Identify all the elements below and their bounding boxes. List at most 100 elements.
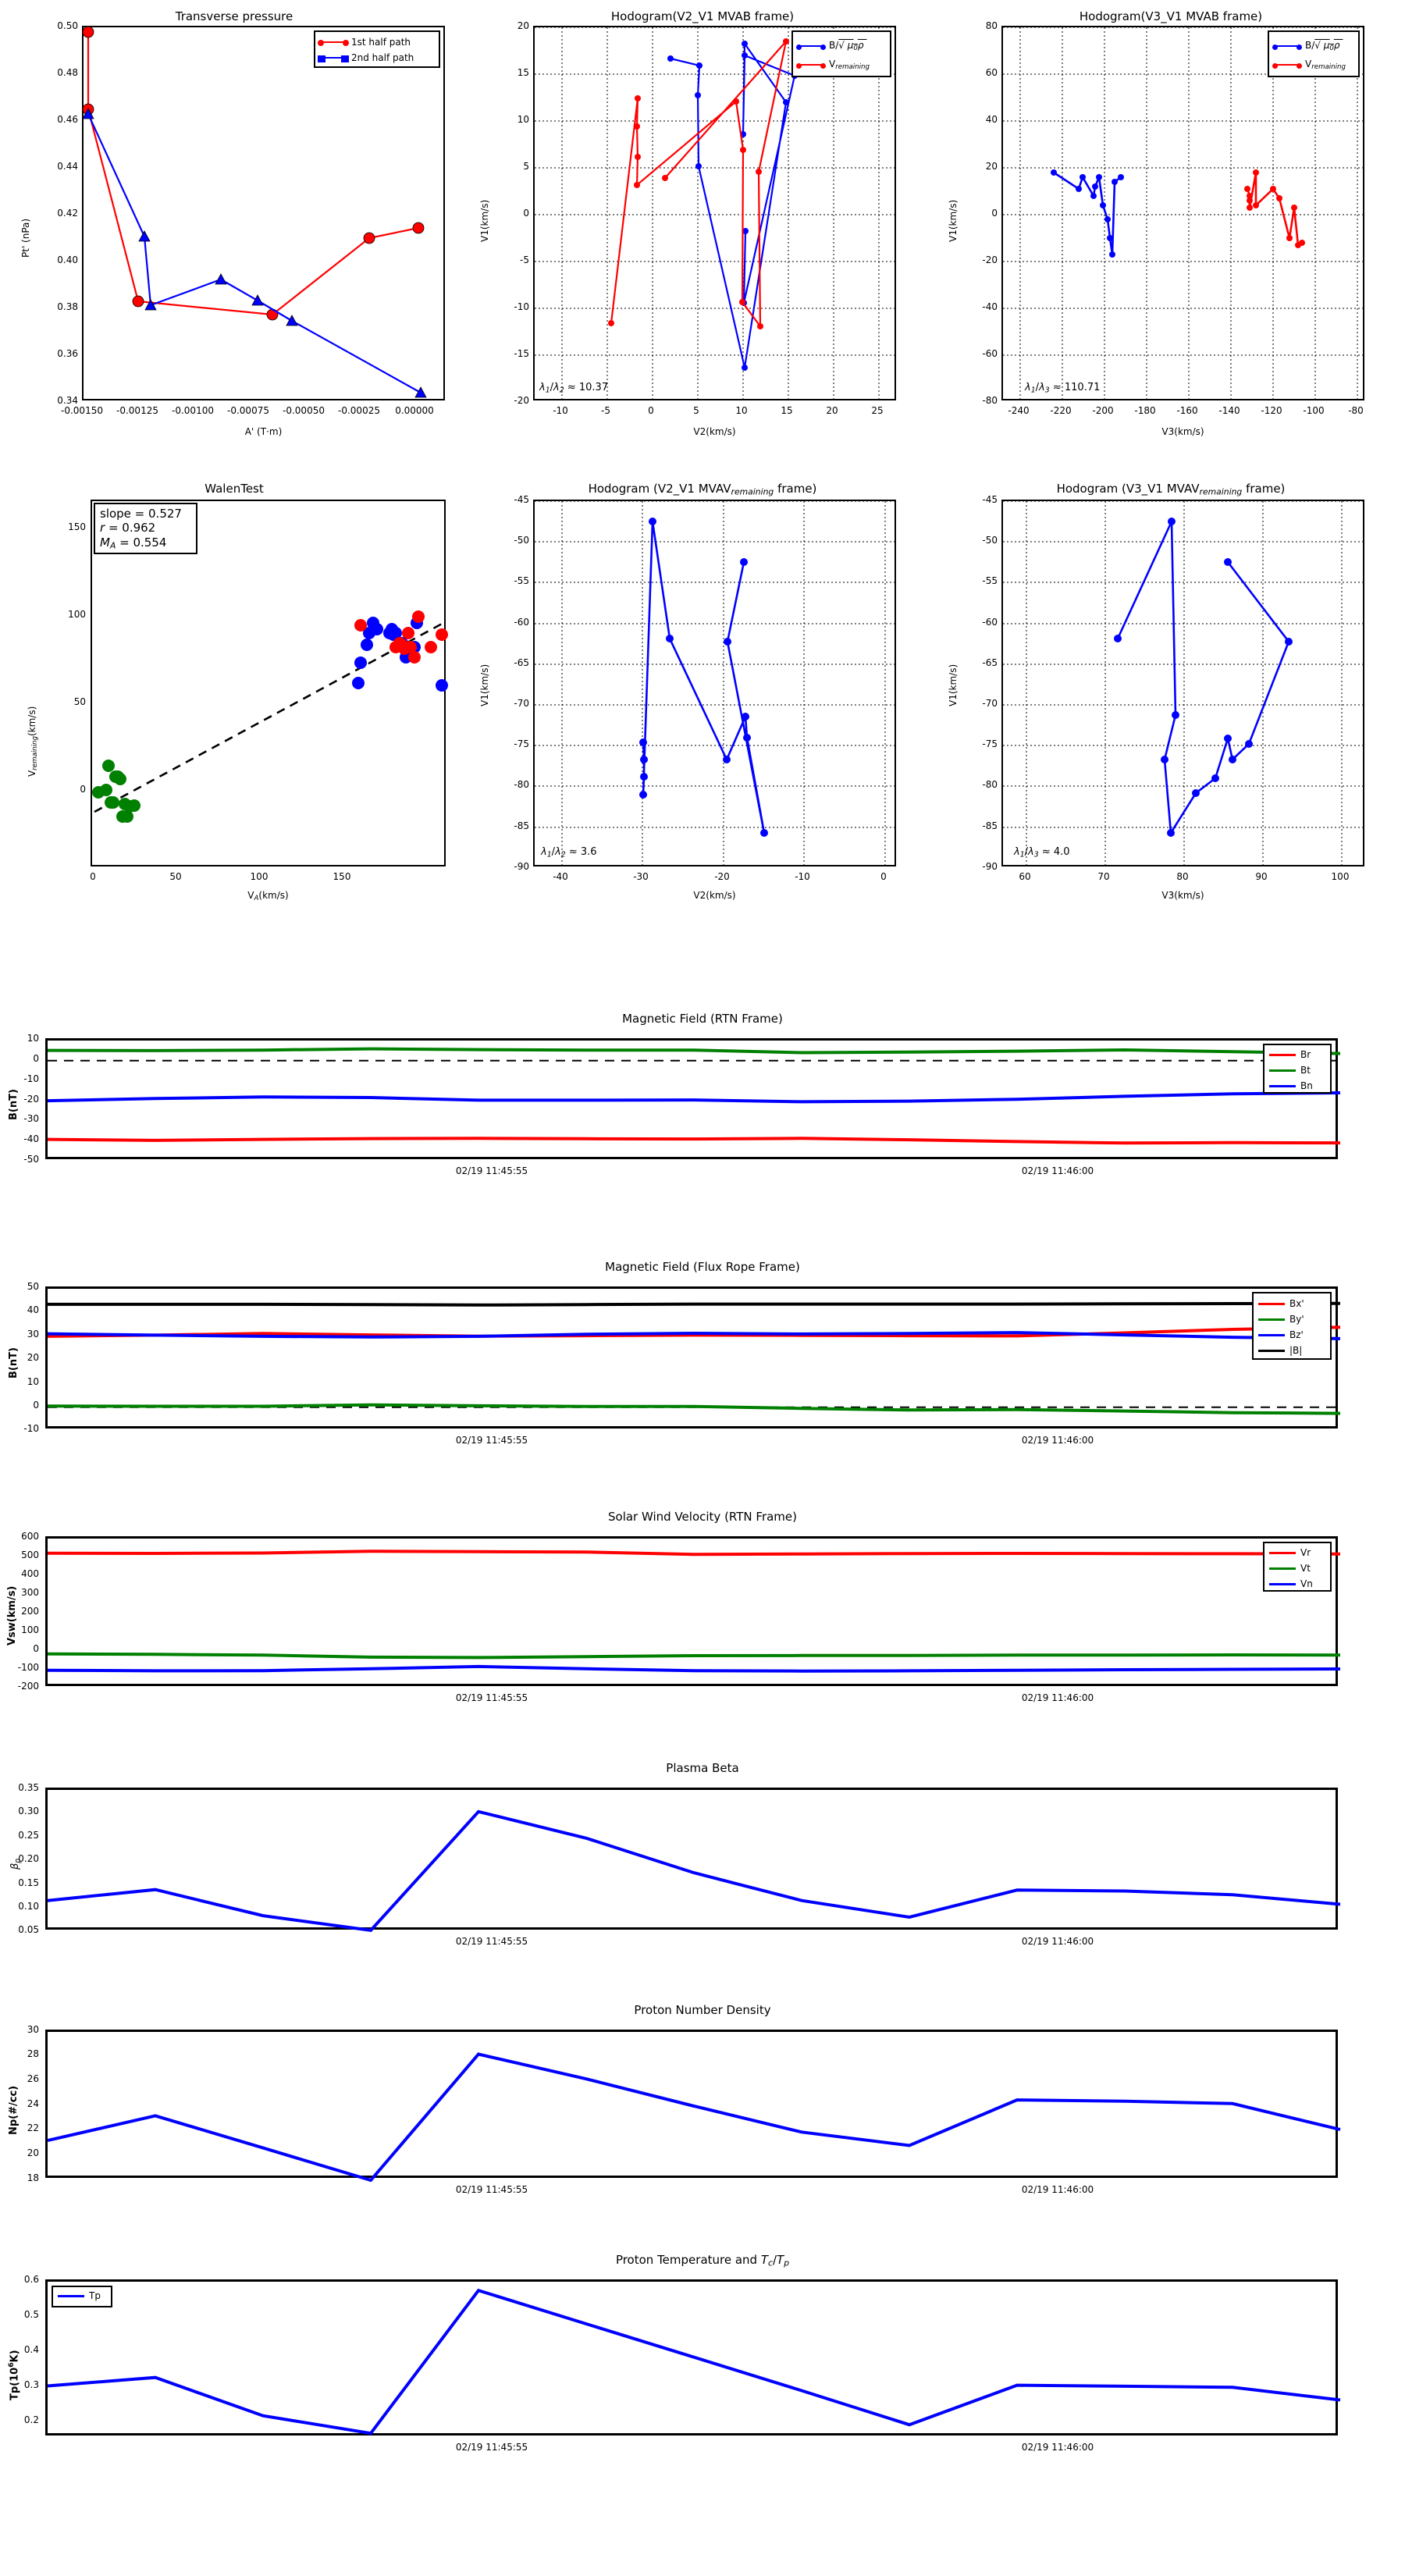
hodogram1-svg [535, 27, 898, 402]
ytick: 500 [21, 1550, 39, 1560]
ytick: 0.3 [23, 2379, 39, 2390]
x-axis-label: V3(km/s) [1161, 426, 1204, 437]
xtick: 02/19 11:46:00 [1021, 1936, 1094, 1947]
eigenvalue-ratio-value: 3.6 [580, 845, 597, 858]
ytick: 0.30 [18, 1806, 39, 1816]
legend-label: Bx' [1289, 1298, 1304, 1309]
hodogram2-svg [1003, 27, 1366, 402]
xtick: 25 [871, 405, 884, 416]
legend-marker-triangle [341, 55, 349, 62]
ytick: -80 [982, 779, 998, 790]
xtick: 20 [826, 405, 838, 416]
legend: Vr Vt Vn [1263, 1542, 1332, 1592]
plot-area [45, 2030, 1341, 2183]
legend-item-Br: Br [1264, 1047, 1330, 1062]
panel-title: Plasma Beta [666, 1761, 739, 1775]
plot-area: λ1/λ3 ≈ 4.0 [1001, 500, 1366, 868]
ytick: -45 [514, 494, 529, 505]
panel-title: Magnetic Field (Flux Rope Frame) [605, 1260, 800, 1274]
ytick: 0.42 [57, 208, 78, 219]
legend-marker-circle [1297, 44, 1302, 50]
series-Br [47, 1137, 1341, 1145]
series-Bn [47, 1091, 1341, 1104]
ytick: 24 [27, 2098, 39, 2109]
ytick: 0.46 [57, 114, 78, 125]
ytick: 0.2 [23, 2414, 39, 2425]
legend-label: Vr [1300, 1547, 1311, 1558]
panel-title: Hodogram (V3_V1 MVAVremaining frame) [1056, 482, 1286, 497]
xtick: -220 [1050, 405, 1072, 416]
xtick: 02/19 11:45:55 [455, 1165, 528, 1176]
xtick: 15 [781, 405, 793, 416]
xtick: 5 [693, 405, 699, 416]
xtick: 02/19 11:45:55 [455, 1435, 528, 1446]
series-1st-half-markers [82, 26, 425, 321]
panel-title: Hodogram(V3_V1 MVAB frame) [1079, 9, 1263, 23]
xtick: -20 [714, 871, 730, 882]
x-axis-label: V2(km/s) [693, 426, 736, 437]
ytick: -75 [514, 738, 529, 749]
ytick: 0.48 [57, 67, 78, 78]
legend-line-Vn [1269, 1582, 1296, 1585]
legend-marker-triangle [318, 55, 325, 62]
ytick: 0 [33, 1643, 39, 1654]
ytick: 0.35 [18, 1782, 39, 1793]
legend-line-Bn [1269, 1084, 1296, 1087]
series-green-points [92, 760, 140, 823]
legend-marker-circle [343, 40, 349, 46]
y-axis-label: Vremaining(km/s) [27, 706, 40, 777]
beta-svg [47, 1809, 1341, 1933]
legend-line-red [1272, 63, 1302, 69]
walen-stats-box: slope = 0.527 r = 0.962 MA = 0.554 [94, 503, 197, 555]
y-axis-label: V1(km/s) [948, 664, 959, 706]
legend-item-vremaining: Vremaining [1269, 57, 1358, 73]
legend-item-2nd-half: 2nd half path [315, 50, 439, 66]
xtick: 70 [1097, 871, 1110, 882]
series-2nd-half-path [87, 113, 422, 393]
legend-marker-circle [820, 63, 826, 69]
ytick: 5 [523, 161, 529, 172]
legend-label: Bn [1300, 1080, 1313, 1091]
series-beta-p [47, 1809, 1341, 1933]
xtick: 02/19 11:45:55 [455, 2184, 528, 2195]
ytick: 0 [991, 208, 998, 219]
xtick: 02/19 11:46:00 [1021, 2442, 1094, 2453]
panel-magnetic-field-fluxrope: Magnetic Field (Flux Rope Frame) Bx' By'… [0, 1216, 1405, 1458]
legend-label: |B| [1289, 1345, 1303, 1356]
legend-marker-circle [1272, 44, 1278, 50]
xtick: -0.00100 [172, 405, 214, 416]
xtick: 10 [735, 405, 748, 416]
ytick: 40 [985, 114, 998, 125]
ytick: -15 [514, 348, 529, 359]
legend-label: Vn [1300, 1578, 1313, 1589]
ytick: 0.15 [18, 1877, 39, 1888]
legend-item-Tp: Tp [53, 2287, 111, 2304]
ytick: -40 [23, 1133, 39, 1144]
ytick: -65 [514, 657, 529, 668]
legend-label: 1st half path [351, 37, 411, 48]
walen-svg [92, 610, 448, 823]
ytick: 22 [27, 2122, 39, 2133]
xtick: 100 [1331, 871, 1350, 882]
ytick: 20 [985, 161, 998, 172]
legend-label-alfven: B/√ μ0ρ [829, 39, 864, 53]
legend-item-Vr: Vr [1264, 1545, 1330, 1560]
panel-title: Magnetic Field (RTN Frame) [622, 1012, 783, 1026]
ytick: 0.4 [23, 2344, 39, 2355]
plot-area: λ1/λ2 ≈ 3.6 [533, 500, 898, 868]
xtick: -0.00050 [283, 405, 325, 416]
y-axis-label: B(nT) [8, 1089, 20, 1120]
series-Bz [47, 1331, 1341, 1340]
ytick: 300 [21, 1587, 39, 1598]
eigenvalue-ratio-annotation: λ1/λ2 ≈ 10.37 [539, 381, 609, 394]
xtick: -40 [553, 871, 568, 882]
legend: Tp [52, 2286, 112, 2307]
ytick: -70 [982, 698, 998, 709]
ytick: -50 [982, 535, 998, 546]
vsw-svg [47, 1550, 1341, 1673]
legend-line-Bt [1269, 1069, 1296, 1072]
legend-line-blue [1272, 44, 1302, 50]
xtick: -200 [1092, 405, 1114, 416]
series-Vn [47, 1664, 1341, 1673]
